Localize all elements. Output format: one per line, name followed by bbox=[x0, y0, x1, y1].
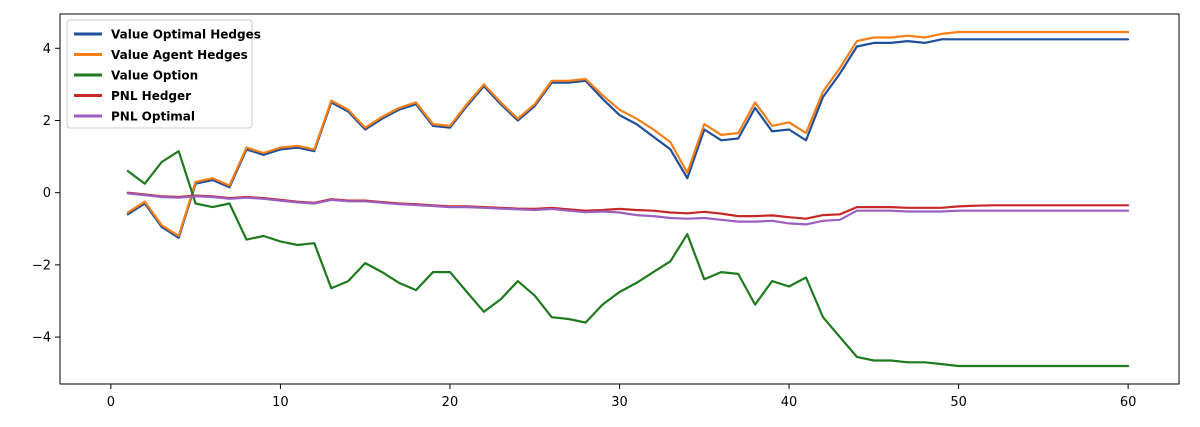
legend-box bbox=[66, 19, 253, 129]
legend: Value Optimal Hedges Value Agent Hedges Va… bbox=[66, 19, 261, 129]
x-tick-label: 10 bbox=[272, 395, 289, 410]
x-tick-label: 50 bbox=[950, 395, 967, 410]
series-line-value-option bbox=[126, 150, 1130, 368]
series-line-value-agent-hedges bbox=[126, 30, 1130, 238]
y-tick-label: 0 bbox=[43, 186, 51, 201]
x-tick-label: 0 bbox=[107, 395, 115, 410]
legend-label: Value Agent Hedges bbox=[111, 48, 248, 62]
x-tick-label: 40 bbox=[781, 395, 798, 410]
y-tick-label: −2 bbox=[32, 258, 51, 273]
y-tick-label: 2 bbox=[43, 114, 51, 129]
axes-layer: 0 10 20 30 40 50 60 −4 −2 0 2 4 bbox=[32, 42, 1137, 410]
x-tick-label: 20 bbox=[442, 395, 459, 410]
series-layer bbox=[126, 30, 1130, 368]
series-line-value-optimal-hedges bbox=[126, 38, 1130, 239]
x-tick-label: 60 bbox=[1120, 395, 1137, 410]
x-tick-label: 30 bbox=[611, 395, 628, 410]
legend-label: Value Optimal Hedges bbox=[111, 28, 261, 42]
series-line-pnl-optimal bbox=[126, 192, 1130, 226]
y-tick-label: −4 bbox=[32, 331, 51, 346]
y-tick-label: 4 bbox=[43, 42, 51, 57]
legend-label: PNL Hedger bbox=[111, 89, 191, 103]
legend-label: PNL Optimal bbox=[111, 110, 195, 124]
legend-entries: Value Optimal Hedges Value Agent Hedges Va… bbox=[74, 28, 261, 124]
legend-label: Value Option bbox=[111, 69, 198, 83]
